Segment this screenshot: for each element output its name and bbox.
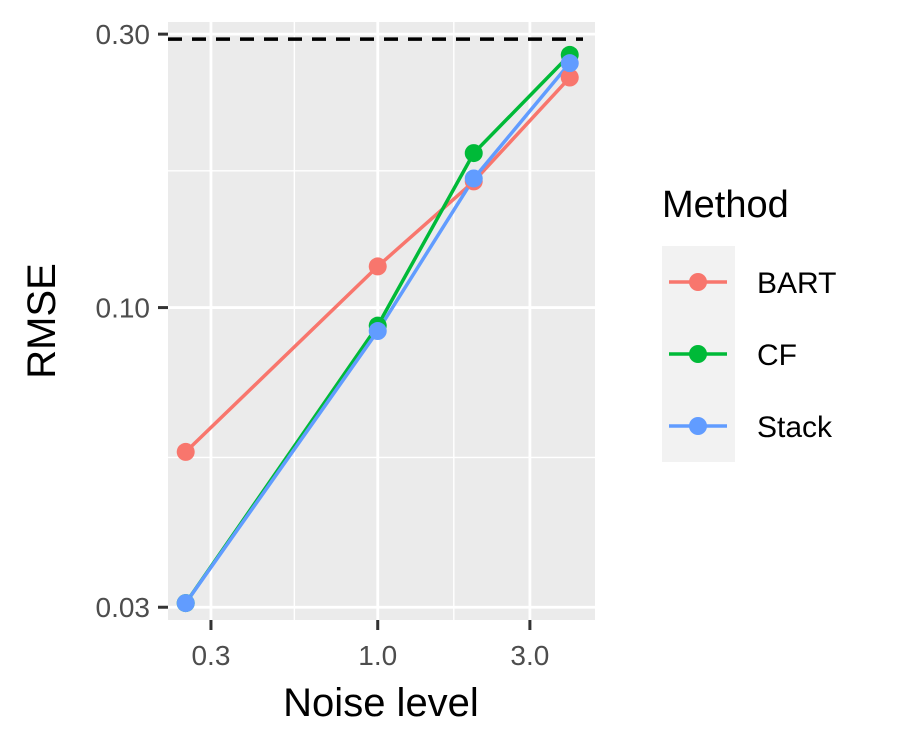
y-tick-label: 0.30 bbox=[96, 19, 151, 50]
minor-gridlines bbox=[168, 22, 595, 620]
legend-point-bart bbox=[689, 273, 707, 291]
x-tick-label: 3.0 bbox=[510, 640, 549, 671]
data-point-bart bbox=[560, 68, 579, 87]
data-point-stack bbox=[464, 169, 483, 188]
data-point-stack bbox=[560, 54, 579, 73]
y-tick-labels: 0.03 0.10 0.30 bbox=[96, 19, 151, 623]
series-line-bart bbox=[184, 76, 572, 454]
legend-title: Method bbox=[662, 184, 789, 226]
legend-point-cf bbox=[689, 345, 707, 363]
series-lines bbox=[184, 53, 572, 605]
legend: Method BART CF Stack bbox=[662, 184, 836, 462]
legend-items: BART CF Stack bbox=[669, 267, 836, 444]
y-tick-label: 0.03 bbox=[96, 592, 151, 623]
x-axis-title: Noise level bbox=[283, 681, 479, 725]
data-point-bart bbox=[176, 442, 195, 461]
x-tick-label: 0.3 bbox=[191, 640, 230, 671]
x-tick-labels: 0.3 1.0 3.0 bbox=[191, 640, 549, 671]
y-tick-label: 0.10 bbox=[96, 293, 151, 324]
series-points bbox=[176, 45, 579, 613]
legend-point-stack bbox=[689, 417, 707, 435]
data-point-stack bbox=[176, 594, 195, 613]
data-point-bart bbox=[368, 257, 387, 276]
legend-label-bart: BART bbox=[757, 267, 836, 300]
y-axis-title: RMSE bbox=[20, 263, 64, 379]
legend-label-cf: CF bbox=[757, 339, 797, 372]
data-point-cf bbox=[464, 144, 483, 163]
series-line-stack bbox=[184, 62, 572, 605]
legend-label-stack: Stack bbox=[757, 411, 833, 444]
x-tick-label: 1.0 bbox=[358, 640, 397, 671]
axis-ticks bbox=[158, 32, 532, 630]
data-point-stack bbox=[368, 322, 387, 341]
